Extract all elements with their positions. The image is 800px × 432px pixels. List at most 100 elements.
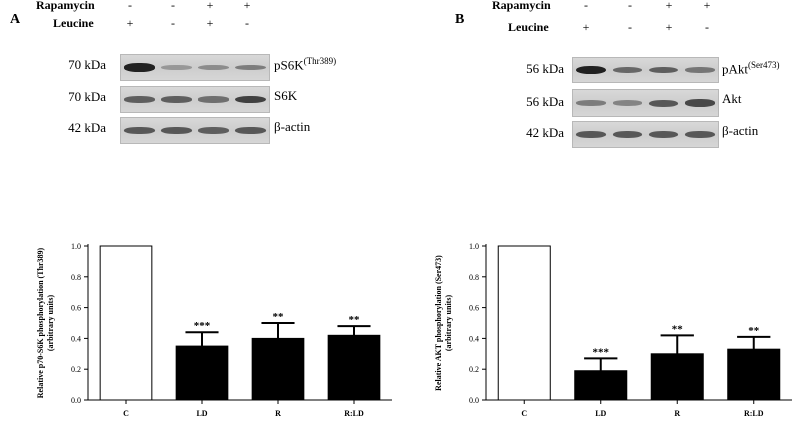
blot-band xyxy=(124,63,155,72)
x-tick-label: R xyxy=(674,409,680,418)
y-tick-label: 0.6 xyxy=(469,304,479,313)
protein-b-2: Akt xyxy=(722,91,742,106)
kda-b-3: 42 kDa xyxy=(526,125,564,140)
y-tick-label: 0.2 xyxy=(71,365,81,374)
significance-label: *** xyxy=(194,320,211,332)
sign-a-rap-2: - xyxy=(171,0,175,12)
blot-band xyxy=(124,96,155,103)
significance-label: ** xyxy=(349,314,361,326)
protein-a-2: S6K xyxy=(274,88,298,103)
sign-b-rap-3: + xyxy=(665,0,673,12)
chart-ps6k: 0.0 0.2 0.4 0.6 0.8 1.0 Relative p70-S6K phosp… xyxy=(0,222,400,427)
blot-band xyxy=(685,131,715,138)
x-tick-label: LD xyxy=(196,409,207,418)
y-tick-label: 0.8 xyxy=(71,273,81,282)
blot-band xyxy=(235,95,266,104)
blot-band xyxy=(612,66,643,74)
sign-b-leu-2: - xyxy=(628,20,632,34)
blot-band xyxy=(235,64,266,71)
significance-label: ** xyxy=(748,325,760,337)
sign-b-leu-3: + xyxy=(665,20,673,34)
y-axis-label-units: (arbitrary units) xyxy=(46,295,55,352)
kda-a-2: 70 kDa xyxy=(68,89,106,104)
blot-a-s6k xyxy=(120,86,270,113)
chart-pakt-svg: 0.0 0.2 0.4 0.6 0.8 1.0 Relative AKT phosphory… xyxy=(434,242,792,418)
blot-a-ps6k xyxy=(120,54,270,81)
blot-b-actin xyxy=(572,121,719,148)
blot-b-pakt xyxy=(572,57,719,83)
protein-b-3: β-actin xyxy=(722,123,759,138)
blot-band xyxy=(198,127,229,134)
sign-b-rap-4: + xyxy=(703,0,711,12)
kda-b-1: 56 kDa xyxy=(526,61,564,76)
x-tick-label: R:LD xyxy=(744,409,764,418)
panel-a-letter: A xyxy=(10,12,21,27)
x-tick-label: R:LD xyxy=(344,409,364,418)
y-axis-label-units: (arbitrary units) xyxy=(444,295,453,352)
blot-band xyxy=(576,65,606,75)
blot-band xyxy=(576,100,606,106)
blot-band xyxy=(198,96,229,103)
x-tick-label: C xyxy=(123,409,129,418)
sign-a-rap-1: - xyxy=(128,0,132,12)
sign-a-rap-4: + xyxy=(243,0,251,12)
chart-pakt: 0.0 0.2 0.4 0.6 0.8 1.0 Relative AKT phosphory… xyxy=(420,222,800,427)
significance-label: *** xyxy=(593,346,610,358)
blot-band xyxy=(235,127,266,134)
blot-band xyxy=(198,64,229,71)
blot-b-akt xyxy=(572,89,719,117)
sign-b-rap-1: - xyxy=(584,0,588,12)
blot-band xyxy=(612,131,643,138)
sign-b-leu-4: - xyxy=(705,20,709,34)
blot-band xyxy=(685,99,715,107)
bar xyxy=(99,245,153,401)
blot-band xyxy=(648,131,679,138)
blot-band xyxy=(124,127,155,134)
bar xyxy=(727,348,781,401)
bar xyxy=(497,245,551,401)
y-tick-label: 0.2 xyxy=(469,365,479,374)
y-tick-label: 0.8 xyxy=(469,273,479,282)
protein-b-1-name: pAkt xyxy=(722,61,748,77)
protein-a-1-sup: (Thr389) xyxy=(303,56,337,66)
blot-band xyxy=(161,96,192,103)
protein-b-1-sup: (Ser473) xyxy=(748,60,780,70)
y-tick-label: 0.0 xyxy=(71,396,81,405)
y-tick-label: 0.6 xyxy=(71,304,81,313)
x-tick-label: C xyxy=(521,409,527,418)
y-tick-label: 1.0 xyxy=(71,242,81,251)
sign-a-rap-3: + xyxy=(206,0,214,12)
sign-b-leu-1: + xyxy=(582,20,590,34)
protein-b-1: pAkt(Ser473) xyxy=(722,60,780,77)
bar xyxy=(327,334,381,401)
leucine-label-a: Leucine xyxy=(53,16,94,30)
y-tick-label: 0.0 xyxy=(469,396,479,405)
bar xyxy=(251,337,305,401)
blot-band xyxy=(612,100,643,106)
panel-b-letter: B xyxy=(455,12,465,27)
significance-label: ** xyxy=(672,323,684,335)
y-tick-label: 0.4 xyxy=(71,334,81,343)
bar xyxy=(175,345,229,401)
blot-band xyxy=(576,131,606,138)
sign-b-rap-2: - xyxy=(628,0,632,12)
leucine-label-b: Leucine xyxy=(508,20,549,34)
x-tick-label: R xyxy=(275,409,281,418)
y-tick-label: 0.4 xyxy=(469,334,479,343)
blot-a-actin xyxy=(120,117,270,144)
protein-a-1-name: pS6K xyxy=(274,57,304,73)
rapamycin-label-a: Rapamycin xyxy=(36,0,95,12)
sign-a-leu-2: - xyxy=(171,16,175,30)
y-axis-label: Relative AKT phosphorylation (Ser473) xyxy=(434,255,443,391)
sign-a-leu-4: - xyxy=(245,16,249,30)
kda-a-1: 70 kDa xyxy=(68,57,106,72)
kda-b-2: 56 kDa xyxy=(526,94,564,109)
blot-band xyxy=(161,65,192,70)
kda-a-3: 42 kDa xyxy=(68,120,106,135)
significance-label: ** xyxy=(273,311,285,323)
x-tick-label: LD xyxy=(595,409,606,418)
chart-ps6k-svg: 0.0 0.2 0.4 0.6 0.8 1.0 Relative p70-S6K phosp… xyxy=(36,242,392,418)
blot-band xyxy=(161,127,192,134)
protein-a-1: pS6K(Thr389) xyxy=(274,56,336,73)
y-tick-label: 1.0 xyxy=(469,242,479,251)
